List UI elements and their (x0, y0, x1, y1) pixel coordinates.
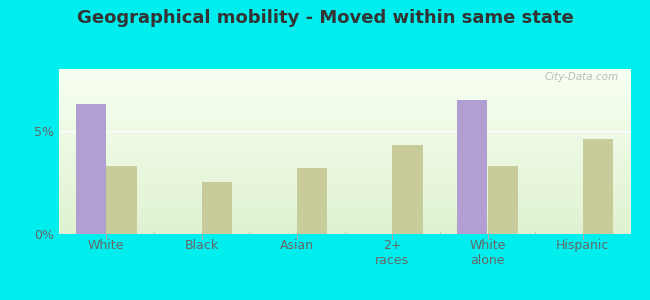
Bar (488, 166, 518, 234)
Text: City-Data.com: City-Data.com (545, 72, 619, 82)
Bar (202, 182, 232, 234)
Bar (297, 168, 328, 234)
Bar (75, 104, 106, 234)
Bar (457, 100, 488, 234)
Bar (392, 145, 422, 234)
Bar (583, 139, 614, 234)
Bar (106, 166, 136, 234)
Text: Geographical mobility - Moved within same state: Geographical mobility - Moved within sam… (77, 9, 573, 27)
